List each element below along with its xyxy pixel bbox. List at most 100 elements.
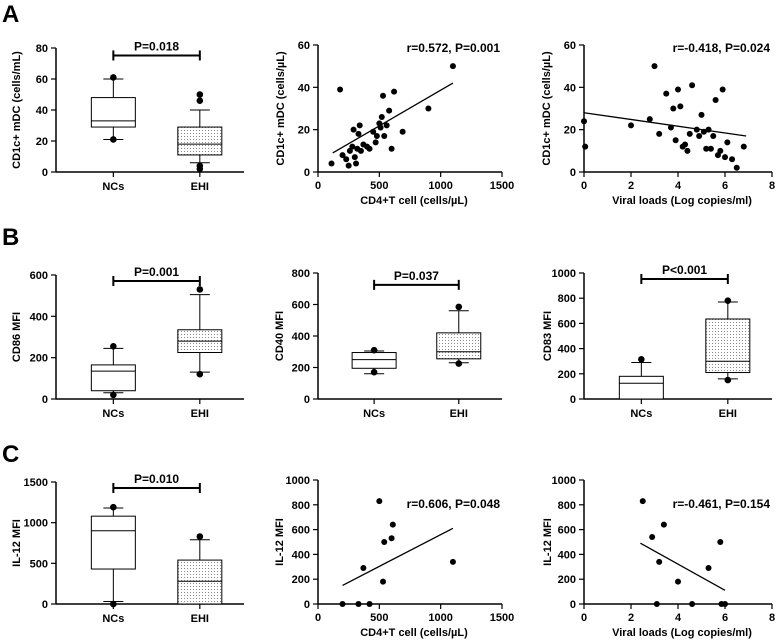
y-tick-label: 400 — [558, 549, 576, 561]
data-point — [722, 601, 728, 607]
data-point — [660, 521, 667, 528]
y-tick-label: 0 — [304, 599, 310, 611]
data-point — [656, 558, 663, 565]
data-point — [707, 145, 714, 152]
y-tick-label: 800 — [558, 293, 576, 305]
x-tick-label: EHI — [191, 613, 209, 625]
data-point — [719, 86, 726, 93]
x-tick-label: NCs — [630, 408, 652, 420]
y-tick-label: 20 — [564, 125, 576, 137]
data-point — [733, 164, 740, 171]
y-tick-label: 60 — [564, 40, 576, 52]
x-tick-label: NCs — [102, 181, 124, 193]
y-tick-label: 800 — [292, 268, 310, 280]
chart-a3: 0 20 40 60 CD1c+ mDC (cells/µL) 0 2 4 6 8 Viral lo… — [541, 40, 775, 207]
correlation-annotation: r=0.572, P=0.001 — [407, 41, 501, 55]
data-point — [717, 539, 724, 545]
data-point — [684, 147, 691, 154]
y-tick-label: 40 — [36, 105, 48, 117]
data-point — [350, 126, 357, 133]
y-tick-label: 500 — [30, 558, 48, 570]
y-tick-label: 400 — [30, 311, 48, 323]
outlier-point — [638, 356, 645, 363]
y-tick-label: 0 — [570, 394, 576, 406]
data-point — [355, 130, 362, 137]
chart-b1: 0 200 400 600 CD86 MFI NCs EHI P=0.001 — [11, 265, 244, 420]
x-tick-label: 1500 — [490, 612, 514, 624]
box-iqr — [705, 318, 751, 374]
x-tick-label: 500 — [370, 180, 388, 192]
y-tick-label: 400 — [558, 344, 576, 356]
y-tick-label: 0 — [570, 167, 576, 179]
outlier-point — [370, 368, 378, 376]
chart-c2: 0 200 400 600 800 1000 IL-12 MFI 0 500 1000 1500 CD… — [274, 475, 514, 639]
data-point — [337, 86, 344, 93]
x-tick-label: 1000 — [428, 180, 452, 192]
y-tick-label: 0 — [570, 599, 576, 611]
y-tick-label: 600 — [292, 300, 310, 312]
x-tick-label: NCs — [102, 408, 124, 420]
x-tick-label: 4 — [675, 180, 682, 192]
data-point — [639, 498, 646, 505]
box-ncs — [90, 503, 136, 608]
box-ehi — [705, 297, 751, 384]
data-point — [370, 128, 377, 135]
outlier-point — [110, 136, 117, 143]
data-point — [449, 558, 456, 565]
box-ncs — [90, 343, 136, 399]
data-point — [353, 160, 360, 167]
significance-label: P=0.010 — [134, 472, 179, 486]
data-point — [667, 124, 674, 131]
box-ehi — [177, 91, 223, 173]
data-point — [628, 122, 634, 129]
y-tick-label: 0 — [304, 167, 310, 179]
x-tick-label: EHI — [191, 181, 209, 193]
outlier-point — [455, 303, 463, 311]
y-tick-label: 800 — [558, 500, 576, 512]
data-point — [682, 141, 689, 148]
x-tick-label: NCs — [102, 613, 124, 625]
x-tick-label: 2 — [628, 612, 634, 624]
y-axis-label: CD1c+ mDC (cells/µL) — [541, 51, 553, 166]
data-point — [377, 124, 384, 131]
y-tick-label: 800 — [292, 500, 310, 512]
data-point — [740, 143, 747, 150]
y-tick-label: 1500 — [24, 477, 48, 489]
x-tick-label: 1000 — [428, 612, 452, 624]
outlier-point — [196, 370, 204, 378]
data-point — [710, 133, 717, 140]
panel-label-c: C — [2, 441, 19, 468]
data-point — [373, 133, 380, 140]
x-axis-label: Viral loads (Log copies/ml) — [612, 195, 752, 207]
y-tick-label: 600 — [30, 270, 48, 282]
data-point — [343, 156, 350, 163]
x-tick-label: 2 — [628, 180, 634, 192]
y-axis-label: CD1c+ mDC (cells/mL) — [11, 51, 23, 169]
data-point — [381, 539, 388, 545]
box-iqr — [177, 126, 223, 156]
x-tick-label: 6 — [722, 612, 728, 624]
outlier-point — [196, 91, 204, 98]
data-point — [689, 82, 696, 89]
data-point — [328, 160, 335, 167]
box-iqr — [177, 559, 223, 605]
data-point — [360, 565, 367, 572]
data-point — [355, 601, 362, 607]
data-point — [380, 92, 387, 99]
outlier-point — [455, 360, 463, 367]
data-point — [672, 137, 679, 144]
box-ncs — [90, 74, 136, 143]
y-axis-label: CD1c+ mDC (cells/µL) — [275, 51, 287, 166]
x-tick-label: 0 — [315, 612, 321, 624]
outlier-point — [196, 162, 204, 170]
y-tick-label: 600 — [558, 525, 576, 537]
data-point — [705, 126, 712, 133]
y-tick-label: 1000 — [24, 518, 48, 530]
data-point — [378, 113, 385, 120]
y-tick-label: 20 — [298, 125, 310, 137]
outlier-point — [196, 286, 204, 293]
x-axis-label: CD4+T cell (cells/µL) — [360, 195, 468, 207]
data-point — [729, 156, 736, 163]
x-tick-label: EHI — [191, 408, 209, 420]
y-tick-label: 200 — [558, 369, 576, 381]
